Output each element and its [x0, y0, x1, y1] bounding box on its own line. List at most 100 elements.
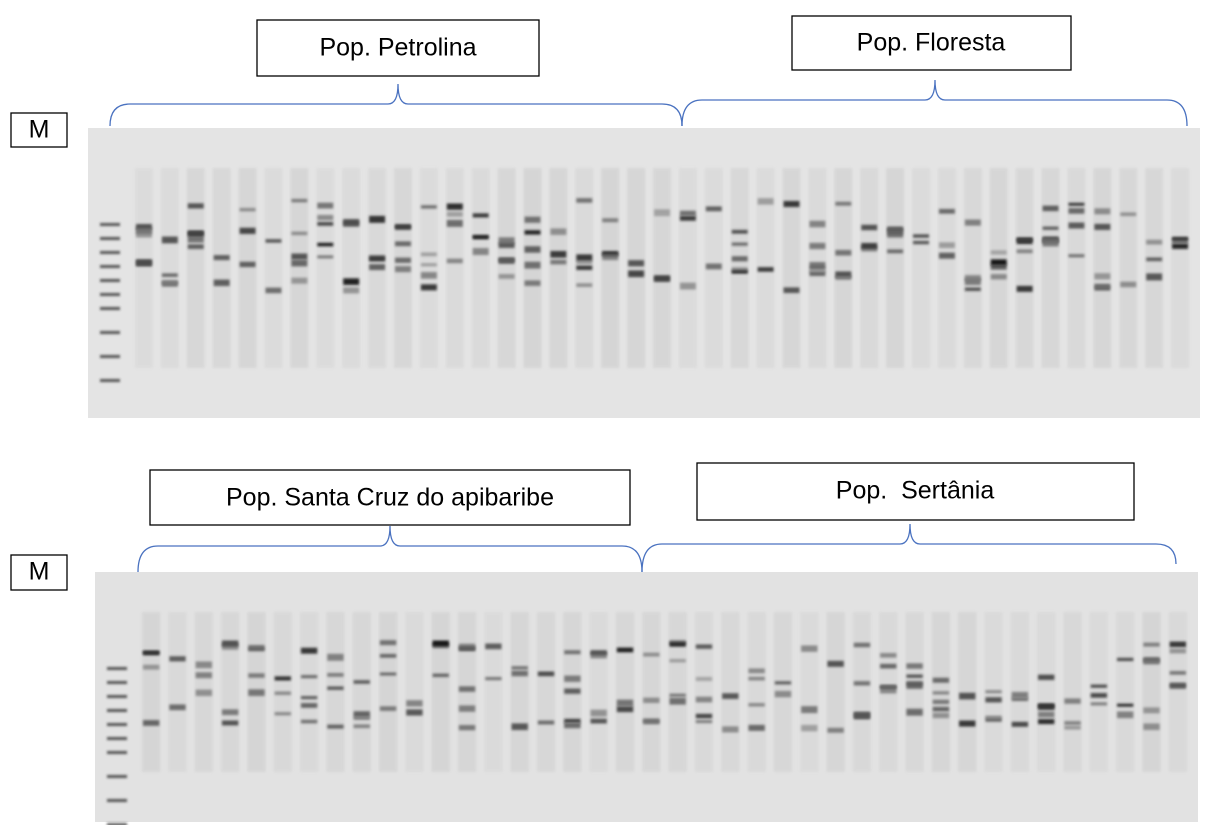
lane — [1093, 168, 1111, 368]
band — [564, 650, 580, 654]
lane — [161, 168, 179, 368]
band — [421, 272, 437, 279]
lane — [484, 612, 502, 772]
band — [291, 232, 307, 235]
band — [696, 677, 712, 681]
band — [591, 710, 607, 717]
band — [991, 250, 1007, 254]
lane — [1145, 168, 1163, 368]
lane — [1116, 612, 1134, 772]
band — [670, 659, 686, 662]
band — [1068, 203, 1084, 206]
band — [880, 653, 896, 658]
lane — [653, 168, 671, 368]
lane — [511, 612, 529, 772]
band — [775, 681, 791, 684]
band — [248, 648, 264, 651]
band — [706, 264, 722, 270]
lane — [1090, 612, 1108, 772]
brace — [682, 80, 1187, 126]
band — [1091, 693, 1107, 698]
band — [1043, 240, 1059, 247]
band — [343, 219, 359, 226]
lane — [905, 612, 923, 772]
band — [525, 280, 541, 286]
marker-label: M — [29, 558, 50, 586]
band — [939, 253, 955, 259]
band — [196, 661, 212, 668]
band — [854, 712, 870, 719]
band — [784, 287, 800, 293]
band — [421, 252, 437, 256]
band — [985, 697, 1001, 702]
band — [512, 723, 528, 730]
lane — [642, 612, 660, 772]
band — [576, 283, 592, 287]
band — [1068, 222, 1084, 228]
lane — [1169, 612, 1187, 772]
band — [933, 691, 949, 694]
band — [1094, 224, 1110, 230]
band — [447, 204, 463, 210]
lane — [498, 168, 516, 368]
band — [861, 243, 877, 249]
band — [301, 696, 317, 699]
band — [628, 270, 644, 277]
band — [643, 718, 659, 724]
band — [291, 260, 307, 267]
band — [591, 719, 607, 724]
lane — [135, 168, 153, 368]
ladder-band — [100, 223, 120, 226]
band — [499, 258, 515, 264]
band — [162, 237, 178, 244]
band — [473, 235, 489, 239]
band — [1017, 238, 1033, 241]
group-label: Pop. Sertânia — [836, 477, 995, 505]
band — [1012, 692, 1028, 698]
band — [1170, 642, 1186, 648]
band — [240, 228, 256, 234]
band — [1117, 704, 1133, 707]
band — [317, 203, 333, 209]
band — [732, 270, 748, 273]
band — [1094, 273, 1110, 279]
band — [1172, 237, 1188, 243]
band — [933, 713, 949, 718]
band — [835, 250, 851, 256]
lane — [187, 168, 205, 368]
band — [196, 690, 212, 696]
band — [1146, 240, 1162, 245]
band — [801, 725, 817, 731]
band — [809, 221, 825, 227]
band — [550, 228, 566, 235]
band — [143, 665, 159, 670]
band — [380, 672, 396, 675]
band — [732, 242, 748, 245]
band — [327, 686, 343, 690]
band — [512, 666, 528, 669]
lane — [420, 168, 438, 368]
band — [275, 676, 291, 680]
lane — [221, 612, 239, 772]
band — [1043, 206, 1059, 211]
band — [1012, 697, 1028, 701]
band — [617, 700, 633, 707]
band — [1143, 658, 1159, 664]
lane — [405, 612, 423, 772]
band — [433, 641, 449, 647]
lane — [590, 612, 608, 772]
band — [1143, 643, 1159, 647]
lane — [537, 612, 555, 772]
ladder-band — [100, 251, 120, 254]
ladder-band — [107, 799, 127, 802]
band — [1094, 286, 1110, 290]
band — [433, 674, 449, 677]
lane — [239, 168, 257, 368]
band — [732, 256, 748, 261]
lane — [886, 168, 904, 368]
band — [240, 208, 256, 211]
band — [354, 711, 370, 717]
band — [369, 264, 385, 270]
brace — [110, 84, 682, 126]
band — [801, 706, 817, 713]
